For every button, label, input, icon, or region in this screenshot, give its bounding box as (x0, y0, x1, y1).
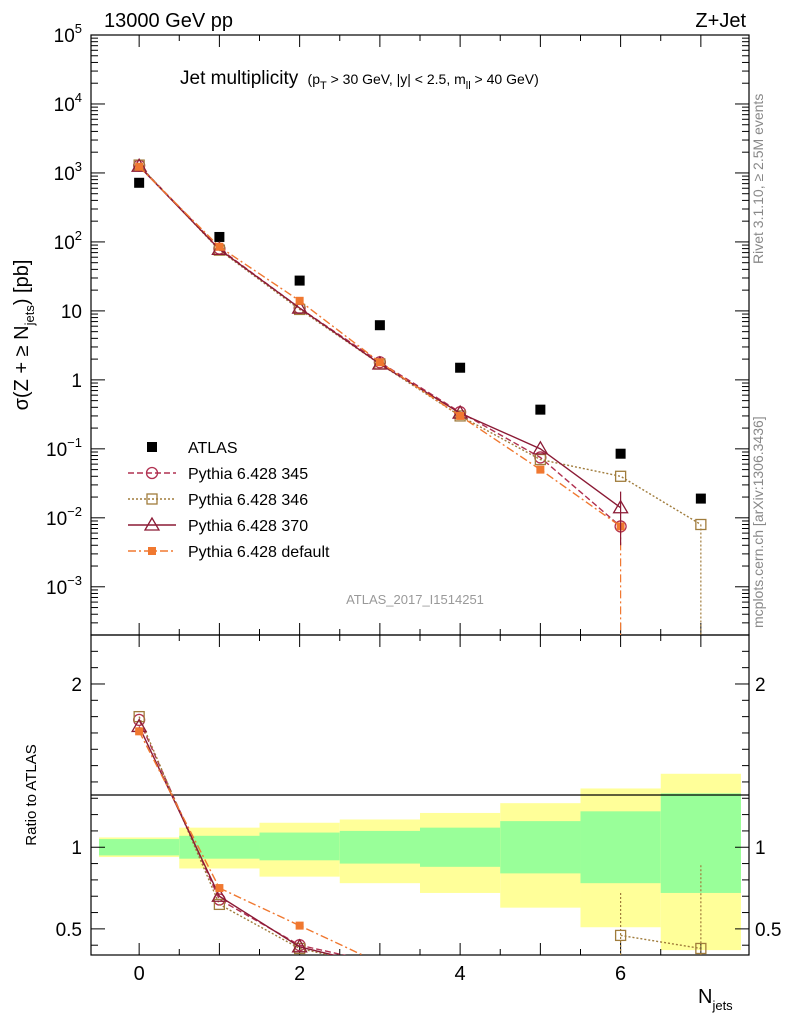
data-point (615, 448, 626, 459)
ratio-y-tick-label: 0.5 (56, 920, 82, 941)
x-axis-label: Njets (698, 986, 733, 1013)
ratio-uncertainty-bands (99, 773, 741, 951)
ratio-y-axis-label: Ratio to ATLAS (23, 744, 40, 845)
data-point (695, 493, 706, 504)
data-point (455, 362, 466, 373)
ratio-band-stat (99, 839, 180, 856)
data-point (532, 440, 549, 455)
series-line (138, 164, 702, 526)
legend-entry: Pythia 6.428 default (128, 544, 330, 561)
data-point (135, 727, 144, 736)
analysis-watermark: ATLAS_2017_I1514251 (346, 592, 484, 607)
data-point (135, 162, 144, 171)
data-point (294, 275, 305, 286)
data-point (291, 299, 308, 314)
ratio-band-stat (580, 811, 661, 884)
data-point (133, 710, 145, 723)
rivet-label: Rivet 3.1.10, ≥ 2.5M events (750, 94, 766, 264)
energy-label: 13000 GeV pp (104, 10, 233, 32)
data-point (215, 242, 224, 251)
ratio-line (620, 934, 701, 950)
x-tick-label: 2 (294, 963, 305, 985)
x-tick-label: 6 (615, 963, 626, 985)
legend-entry: Pythia 6.428 370 (128, 516, 308, 535)
data-point (134, 177, 145, 188)
ratio-band-stat (339, 830, 420, 864)
data-point (211, 887, 228, 902)
y-tick-label: 10−1 (46, 435, 82, 461)
data-point (143, 516, 161, 531)
process-label: Z+Jet (695, 10, 746, 32)
ratio-y-tick-label: 0.5 (755, 920, 781, 941)
ratio-series-clipped (131, 710, 707, 955)
ratio-line (138, 716, 333, 955)
legend-label: Pythia 6.428 346 (188, 492, 308, 509)
legend-entry: Pythia 6.428 345 (128, 466, 308, 483)
ratio-band-stat (259, 832, 340, 861)
series-0 (134, 177, 706, 504)
ratio-series-4 (135, 727, 365, 955)
data-point (291, 938, 308, 953)
legend-label: Pythia 6.428 370 (188, 518, 308, 535)
data-point (147, 442, 157, 452)
ratio-line (138, 726, 337, 955)
x-tick-label: 4 (455, 963, 466, 985)
data-point (213, 898, 226, 911)
y-tick-label: 103 (54, 159, 82, 185)
y-tick-label: 10−2 (46, 504, 82, 530)
data-point (535, 404, 546, 415)
data-point (215, 884, 224, 893)
y-tick-label: 105 (54, 21, 82, 47)
data-point (148, 547, 156, 555)
legend-label: ATLAS (188, 440, 238, 457)
legend-label: Pythia 6.428 default (188, 544, 330, 561)
main-series (131, 157, 707, 635)
x-tick-label: 0 (134, 963, 145, 985)
ratio-series-3 (131, 718, 337, 955)
data-point (295, 921, 304, 930)
legend-entry: ATLAS (147, 440, 238, 457)
legend-entry: Pythia 6.428 346 (128, 492, 308, 509)
data-point (614, 470, 627, 482)
ratio-y-tick-label: 2 (71, 675, 82, 696)
data-point (295, 296, 304, 305)
ratio-band-stat (420, 827, 501, 867)
legend: ATLAS Pythia 6.428 345 Pythia 6.428 346 Pyt… (128, 440, 330, 561)
chart-title: Jet multiplicity (pT > 30 GeV, |y| < 2.5… (180, 68, 539, 92)
data-point (146, 493, 158, 505)
ratio-band-stat (660, 793, 741, 893)
y-tick-label: 10 (61, 302, 82, 323)
data-point (145, 466, 159, 480)
data-point (374, 320, 385, 331)
mcplots-label: mcplots.cern.ch [arXiv:1306.3436] (750, 416, 766, 628)
data-point (534, 453, 547, 466)
ratio-series (131, 710, 707, 955)
ratio-y-tick-label: 1 (755, 838, 766, 859)
ratio-y-tick-label: 2 (755, 675, 766, 696)
y-tick-label: 10−3 (46, 573, 82, 599)
data-point (375, 358, 384, 367)
series-line (138, 165, 622, 527)
y-tick-label: 1 (71, 371, 82, 392)
main-y-axis-label: σ(Z + ≥ Njets) [pb] (11, 260, 37, 411)
y-tick-label: 104 (54, 90, 82, 116)
ratio-band-stat (500, 821, 581, 874)
data-point (536, 465, 545, 474)
ratio-y-tick-label: 1 (71, 838, 82, 859)
y-tick-label: 102 (54, 228, 82, 254)
data-point (214, 231, 225, 242)
ratio-line (138, 731, 365, 955)
data-point (456, 411, 465, 420)
legend-label: Pythia 6.428 345 (188, 466, 308, 483)
